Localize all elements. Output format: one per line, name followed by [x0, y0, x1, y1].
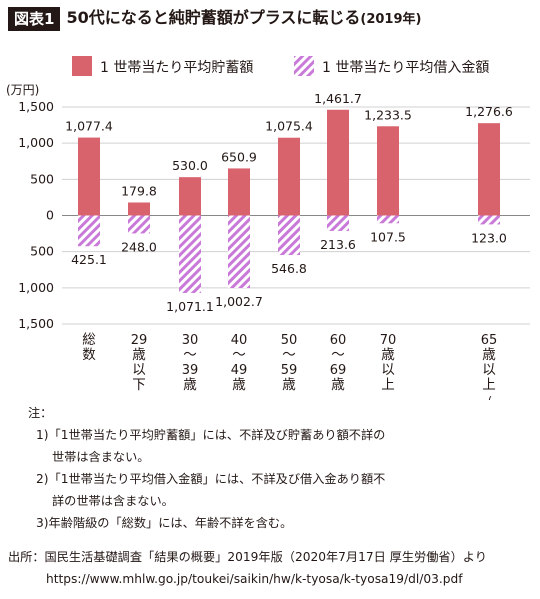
category-label-part: 歳 [482, 347, 496, 363]
category-label-part: 歳 [132, 347, 146, 363]
category-label-part: 60 [330, 333, 347, 348]
bar-debt [377, 215, 399, 224]
data-label-savings: 1,276.6 [465, 104, 513, 119]
bar-chart: 1 世帯当たり平均貯蓄額 1 世帯当たり平均借入金額 (万円) 1,500 1,0… [6, 56, 530, 400]
legend-label-debt: 1 世帯当たり平均借入金額 [322, 60, 489, 76]
bar-debt [128, 215, 150, 234]
category-label-part: 歳 [232, 377, 246, 393]
category-label-part: 歳 [282, 377, 296, 393]
notes-heading: 注： [28, 406, 53, 420]
y-tick-label: 500 [30, 171, 54, 186]
notes: 注： 1)「1世帯当たり平均貯蓄額」には、不詳及び貯蓄あり額不詳の 世帯は含まな… [28, 402, 385, 534]
title-text: 50代になると純貯蓄額がプラスに転じる [66, 8, 361, 27]
bar-savings [327, 109, 349, 216]
category-label-part: 49 [231, 363, 248, 378]
note-line: 詳の世帯は含まない。 [52, 494, 174, 508]
bar-savings [179, 177, 201, 216]
data-label-debt: 425.1 [71, 252, 107, 267]
data-label-savings: 1,075.4 [265, 119, 313, 134]
bar-debt [327, 215, 349, 231]
legend-label-savings: 1 世帯当たり平均貯蓄額 [100, 60, 253, 76]
data-label-debt: 1,002.7 [215, 294, 263, 309]
category-label-part: 〜 [232, 347, 246, 363]
y-tick-label: 1,000 [18, 280, 54, 295]
category-label-part: 歳 [183, 377, 197, 393]
category-label-part: 歳 [381, 347, 395, 363]
page-title: 50代になると純貯蓄額がプラスに転じる(2019年) [66, 9, 421, 29]
data-label-savings: 650.9 [221, 149, 257, 164]
bar-debt [228, 215, 250, 289]
category-label-part: 下 [132, 377, 146, 393]
category-label-part: 数 [82, 347, 96, 363]
source: 出所：国民生活基礎調査「結果の概要」2019年版（2020年7月17日 厚生労働… [8, 546, 487, 590]
note-line: 世帯は含まない。 [52, 450, 150, 464]
category-label-part: 70 [380, 333, 397, 348]
figure-badge: 図表1 [8, 7, 61, 31]
data-label-savings: 1,233.5 [364, 107, 412, 122]
bar-debt [179, 215, 201, 293]
category-label-part: 以 [482, 362, 496, 378]
category-label-part: 歳 [331, 377, 345, 393]
note-line: 2)「1世帯当たり平均借入金額」には、不詳及び借入金あり額不 [36, 472, 386, 486]
data-label-debt: 107.5 [370, 229, 406, 244]
bar-debt [278, 215, 300, 256]
data-label-savings: 530.0 [172, 158, 208, 173]
data-label-debt: 248.0 [121, 239, 157, 254]
category-label-part: 以 [381, 362, 395, 378]
data-label-savings: 179.8 [121, 183, 157, 198]
category-label-part: 〜 [183, 347, 197, 363]
data-label-savings: 1,461.7 [314, 91, 362, 106]
category-label-part: 59 [281, 363, 298, 378]
data-label-savings: 1,077.4 [65, 119, 113, 134]
y-tick-label: 1,000 [18, 135, 54, 150]
category-label-part: 上 [381, 377, 395, 393]
category-label-part: 29 [131, 333, 148, 348]
source-citation: 出所：国民生活基礎調査「結果の概要」2019年版（2020年7月17日 厚生労働… [8, 550, 487, 564]
header: 図表1 50代になると純貯蓄額がプラスに転じる(2019年) [8, 6, 421, 32]
bar-savings [128, 202, 150, 216]
legend-swatch-savings [72, 56, 92, 76]
data-label-debt: 546.8 [271, 261, 307, 276]
category-label-part: 30 [182, 333, 199, 348]
y-tick-label: 1,500 [18, 99, 54, 114]
category-label-part: 総 [82, 332, 96, 348]
category-label-part: 以 [132, 362, 146, 378]
legend-swatch-debt [294, 56, 314, 76]
y-tick-label: 1,500 [18, 316, 54, 331]
bar-savings [228, 168, 250, 216]
bar-debt [78, 215, 100, 247]
note-line: 1)「1世帯当たり平均貯蓄額」には、不詳及び貯蓄あり額不詳の [36, 428, 386, 442]
data-label-debt: 1,071.1 [166, 299, 214, 314]
y-tick-label: 0 [46, 208, 54, 223]
category-label-part: 上 [482, 377, 496, 393]
data-label-debt: 123.0 [471, 230, 507, 245]
bar-savings [478, 123, 500, 216]
bar-debt [478, 215, 500, 225]
y-axis-unit: (万円) [6, 83, 39, 97]
category-label-part: 〜 [282, 347, 296, 363]
source-url: https://www.mhlw.go.jp/toukei/saikin/hw/… [46, 572, 463, 586]
category-label-part: 〜 [331, 347, 345, 363]
note-line: 3)年齢階級の「総数」には、年齢不詳を含む。 [36, 516, 293, 530]
bar-savings [278, 137, 300, 216]
category-label-part: 50 [281, 333, 298, 348]
title-year: (2019年) [360, 12, 422, 27]
category-label-part: 69 [330, 363, 347, 378]
category-label-part: 40 [231, 333, 248, 348]
data-label-debt: 213.6 [320, 237, 356, 252]
bar-savings [377, 126, 399, 216]
bar-savings [78, 137, 100, 216]
category-label-part: 65 [481, 333, 498, 348]
category-label-part: ( [488, 394, 492, 400]
y-tick-label: 500 [30, 244, 54, 259]
category-label-part: 39 [182, 363, 199, 378]
